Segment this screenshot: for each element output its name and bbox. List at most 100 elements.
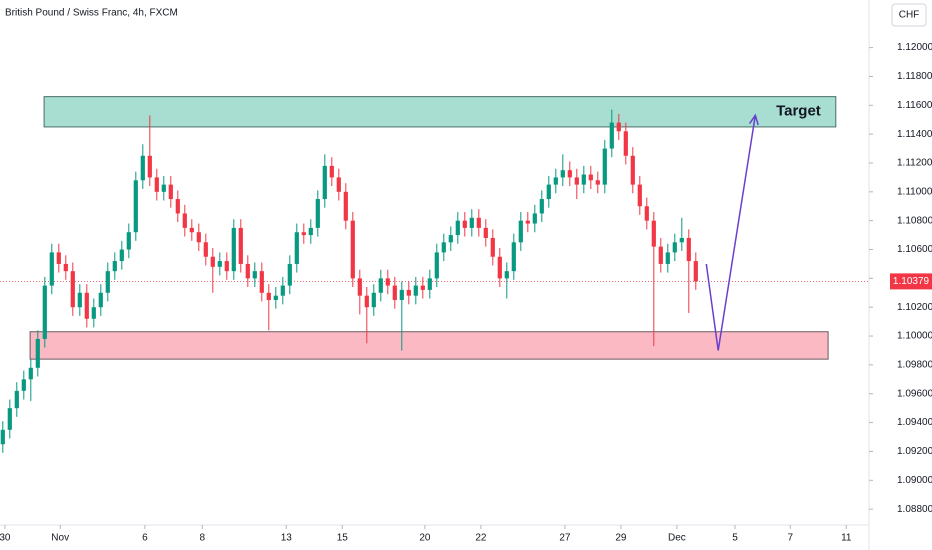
last-price-tag [890,273,932,290]
x-tick-label: 20 [419,533,431,544]
candle-body [539,199,544,214]
candle-body [462,220,467,228]
candle-body [203,242,208,257]
candle-body [322,165,327,200]
y-tick-label: 1.09800 [897,360,932,371]
x-tick-label: Nov [51,533,69,544]
x-tick-label: 6 [142,533,148,544]
x-tick-label: 30 [0,533,11,544]
y-tick-label: 1.11400 [897,129,932,140]
candle-body [42,285,47,339]
candle-body [56,252,61,264]
candle-body [161,184,166,192]
candle-body [0,429,5,445]
x-tick-label: 13 [281,533,293,544]
candle-body [105,271,110,293]
candle-body [588,174,593,181]
x-tick-label: 22 [475,533,487,544]
candle-body [609,122,614,149]
candle-body [546,184,551,200]
candle-body [21,379,26,391]
candle-body [651,220,656,247]
candle-body [7,408,12,430]
y-tick-label: 1.09400 [897,417,932,428]
arrow-head [748,113,759,126]
candle-body [91,307,96,319]
candle-body [378,278,383,293]
candle-body [595,180,600,185]
candle-body [672,242,677,253]
candle-body [518,220,523,243]
candle-body [168,184,173,200]
candle-body [357,278,362,296]
candle-body [98,292,103,308]
candle-body [294,232,299,264]
y-tick-label: 1.09000 [897,475,932,486]
candle-body [112,261,117,272]
candle-body [581,174,586,185]
x-tick-label: 11 [841,533,852,544]
candle-body [525,220,530,224]
candle-body [49,252,54,286]
candle-body [259,271,264,293]
candle-body [448,235,453,243]
y-tick-label: 1.11200 [897,158,932,169]
zone [29,331,829,360]
candle-body [679,237,684,243]
candle-body [616,122,621,132]
y-tick-label: 1.12000 [897,42,932,53]
candle-body [476,217,481,228]
x-tick-label: 15 [337,533,349,544]
candle-body [189,227,194,233]
candle-body [63,263,68,272]
x-tick-label: Dec [668,533,686,544]
candle-body [70,271,75,308]
candle-body [441,242,446,253]
candle-body [252,271,257,279]
y-tick-label: 1.11600 [897,100,932,111]
candle-body [553,177,558,185]
candle-body [511,242,516,272]
candle-body [364,295,369,308]
y-tick-label: 1.11000 [897,186,932,197]
candle-body [175,199,180,214]
y-tick-label: 1.10200 [897,302,932,313]
candle-body [560,170,565,178]
currency-label[interactable]: CHF [899,10,920,21]
candle-body [35,338,40,368]
y-tick-label: 1.10000 [897,331,932,342]
candle-body [483,227,488,238]
candle-body [350,220,355,279]
candle-body [371,292,376,308]
candle-body [567,170,572,178]
y-tick-label: 1.11800 [897,71,932,82]
candle-body [329,165,334,178]
x-tick-label: 29 [615,533,627,544]
candle-body [532,213,537,224]
candle-body [693,261,698,282]
candle-body [490,237,495,257]
candle-body [574,177,579,185]
candle-body [504,271,509,279]
candle-body [266,292,271,300]
candle-body [385,278,390,286]
candle-body [455,220,460,236]
candle-body [287,263,292,286]
zone-label: Target [776,103,821,120]
currency-button[interactable] [891,3,927,27]
candle-body [210,256,215,267]
candle-body [623,131,628,156]
candle-body [14,390,19,409]
last-price-label: 1.10379 [893,276,930,287]
x-tick-label: 7 [788,533,794,544]
x-tick-label: 5 [732,533,738,544]
candle-body [245,263,250,279]
candle-body [399,289,404,300]
candle-body [413,285,418,296]
candle-body [686,237,691,262]
candle-body [147,155,152,178]
candle-body [119,249,124,262]
